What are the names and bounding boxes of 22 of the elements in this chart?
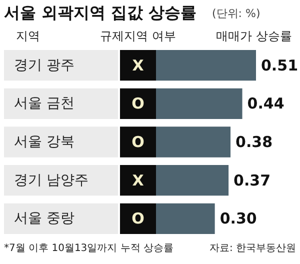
text: 규제지역 여부 xyxy=(100,29,176,43)
x-axis-title: 매매가 상승률 xyxy=(216,29,292,43)
data-label: 0.38 xyxy=(236,133,273,151)
annotation: X xyxy=(132,56,144,74)
y-tick-label: 서울 금천 xyxy=(14,96,74,112)
y-axis-title: 지역 xyxy=(16,29,40,43)
annotation: O xyxy=(132,210,144,228)
data-label: 0.44 xyxy=(247,94,284,113)
data-label: 0.51 xyxy=(261,56,298,74)
chart-title: 서울 외곽지역 집값 상승률 xyxy=(4,3,197,22)
y-tick-label: 서울 강북 xyxy=(14,134,74,150)
data-label: 0.37 xyxy=(234,171,271,190)
y-tick-label: 경기 광주 xyxy=(14,57,74,74)
annotation: O xyxy=(132,94,144,113)
data-label: 0.30 xyxy=(220,210,257,228)
chart-subtitle: (단위: %) xyxy=(212,7,260,20)
annotation: O xyxy=(132,133,144,151)
y-tick-label: 경기 남양주 xyxy=(14,172,88,188)
text: *7월 이후 10월13일까지 누적 상승률 xyxy=(4,243,174,254)
y-tick-label: 서울 중랑 xyxy=(14,210,74,227)
annotation: X xyxy=(132,171,144,190)
text: 자료: 한국부동산원 xyxy=(209,243,296,254)
